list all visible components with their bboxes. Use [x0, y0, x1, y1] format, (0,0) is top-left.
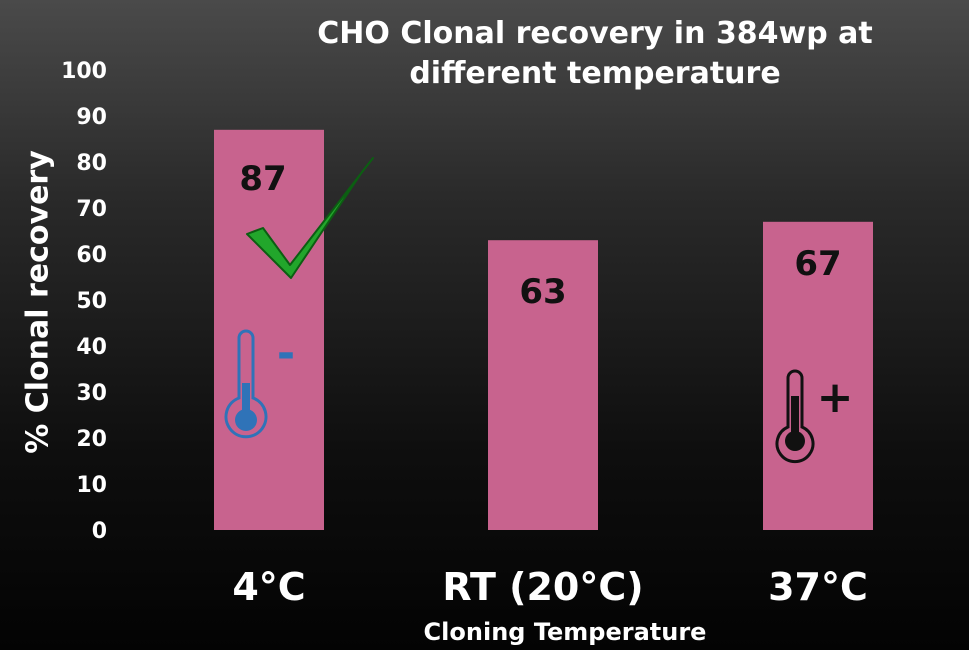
- data-label: 63: [519, 272, 566, 312]
- y-tick-label: 0: [92, 519, 107, 544]
- y-tick-label: 40: [76, 335, 107, 360]
- checkmark-icon: [246, 157, 374, 279]
- data-labels: 87 63 67: [239, 159, 841, 312]
- x-tick-label: 37°C: [768, 565, 868, 609]
- y-tick-label: 10: [76, 473, 107, 498]
- y-tick-label: 80: [76, 151, 107, 176]
- hot-plus-sign: +: [817, 372, 854, 423]
- cold-minus-sign: -: [277, 328, 295, 379]
- y-tick-label: 70: [76, 197, 107, 222]
- thermometer-cold-icon: [224, 329, 268, 439]
- y-tick-label: 100: [61, 59, 107, 84]
- x-tick-label: RT (20°C): [442, 565, 643, 609]
- x-axis-ticks: 4°C RT (20°C) 37°C: [232, 565, 868, 609]
- y-axis-ticks: 0 10 20 30 40 50 60 70 80 90 100: [61, 59, 107, 544]
- bar: [214, 129, 324, 531]
- y-tick-label: 50: [76, 289, 107, 314]
- data-label: 67: [794, 244, 841, 284]
- bar: [488, 240, 598, 530]
- y-tick-label: 90: [76, 105, 107, 130]
- thermometer-hot-icon: [775, 369, 815, 464]
- y-tick-label: 20: [76, 427, 107, 452]
- x-axis-label: Cloning Temperature: [423, 618, 707, 646]
- bars: [214, 129, 873, 531]
- bar: [763, 221, 873, 531]
- y-tick-label: 60: [76, 243, 107, 268]
- data-label: 87: [239, 159, 286, 199]
- chart-title: CHO Clonal recovery in 384wp at differen…: [317, 16, 873, 91]
- x-tick-label: 4°C: [232, 565, 305, 609]
- y-tick-label: 30: [76, 381, 107, 406]
